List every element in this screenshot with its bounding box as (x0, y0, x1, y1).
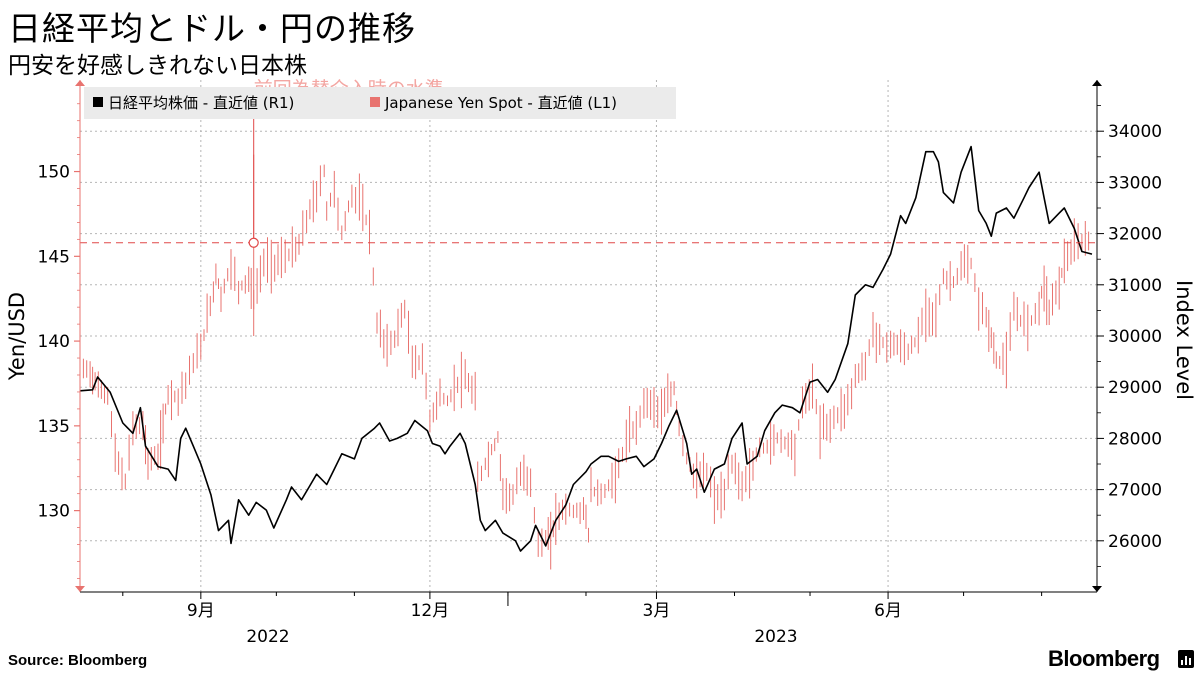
right-tick-label: 33000 (1108, 173, 1162, 193)
annotation-marker (248, 237, 259, 248)
left-tick-label: 135 (38, 417, 70, 437)
legend-swatch-yen (370, 97, 380, 107)
brand-logo: Bloomberg (1048, 646, 1160, 671)
nikkei-line (79, 145, 1093, 552)
gridlines (80, 80, 1097, 592)
right-axis-arrow-up (1092, 80, 1102, 86)
bloomberg-terminal-icon (1178, 650, 1194, 668)
left-tick-label: 130 (38, 502, 70, 522)
x-tick-label: 12月 (411, 601, 450, 621)
legend-label-yen: Japanese Yen Spot - 直近値 (L1) (384, 94, 617, 112)
legend-swatch-nikkei (93, 97, 103, 107)
x-tick-label: 6月 (874, 601, 902, 621)
right-tick-label: 30000 (1108, 327, 1162, 347)
nikkei-series (79, 145, 1093, 552)
chart-subtitle: 円安を好感しきれない日本株 (8, 53, 307, 79)
year-label: 2023 (754, 627, 797, 647)
source-note: Source: Bloomberg (8, 652, 148, 669)
axes: 130 135 140 145 150 26000 27000 28000 29000 30000… (5, 80, 1196, 647)
left-axis-arrow-down (75, 586, 85, 592)
right-tick-label: 26000 (1108, 532, 1162, 552)
right-tick-label: 31000 (1108, 276, 1162, 296)
left-tick-label: 150 (38, 163, 70, 183)
yen-series (79, 154, 1090, 570)
right-tick-label: 29000 (1108, 378, 1162, 398)
legend: 日経平均株価 - 直近値 (R1) Japanese Yen Spot - 直近値… (84, 87, 676, 119)
chart-title: 日経平均とドル・円の推移 (8, 9, 416, 48)
right-tick-label: 28000 (1108, 429, 1162, 449)
x-tick-label: 3月 (643, 601, 671, 621)
right-tick-label: 32000 (1108, 225, 1162, 245)
left-tick-label: 145 (38, 247, 70, 267)
left-axis-title: Yen/USD (5, 292, 29, 381)
left-axis-arrow-up (75, 80, 85, 86)
legend-label-nikkei: 日経平均株価 - 直近値 (R1) (108, 94, 294, 112)
right-tick-label: 27000 (1108, 481, 1162, 501)
x-tick-label: 9月 (187, 601, 215, 621)
right-axis-arrow-down (1092, 586, 1102, 592)
right-axis-title: Index Level (1172, 280, 1196, 400)
left-tick-label: 140 (38, 332, 70, 352)
right-tick-label: 34000 (1108, 122, 1162, 142)
year-label: 2022 (246, 627, 289, 647)
